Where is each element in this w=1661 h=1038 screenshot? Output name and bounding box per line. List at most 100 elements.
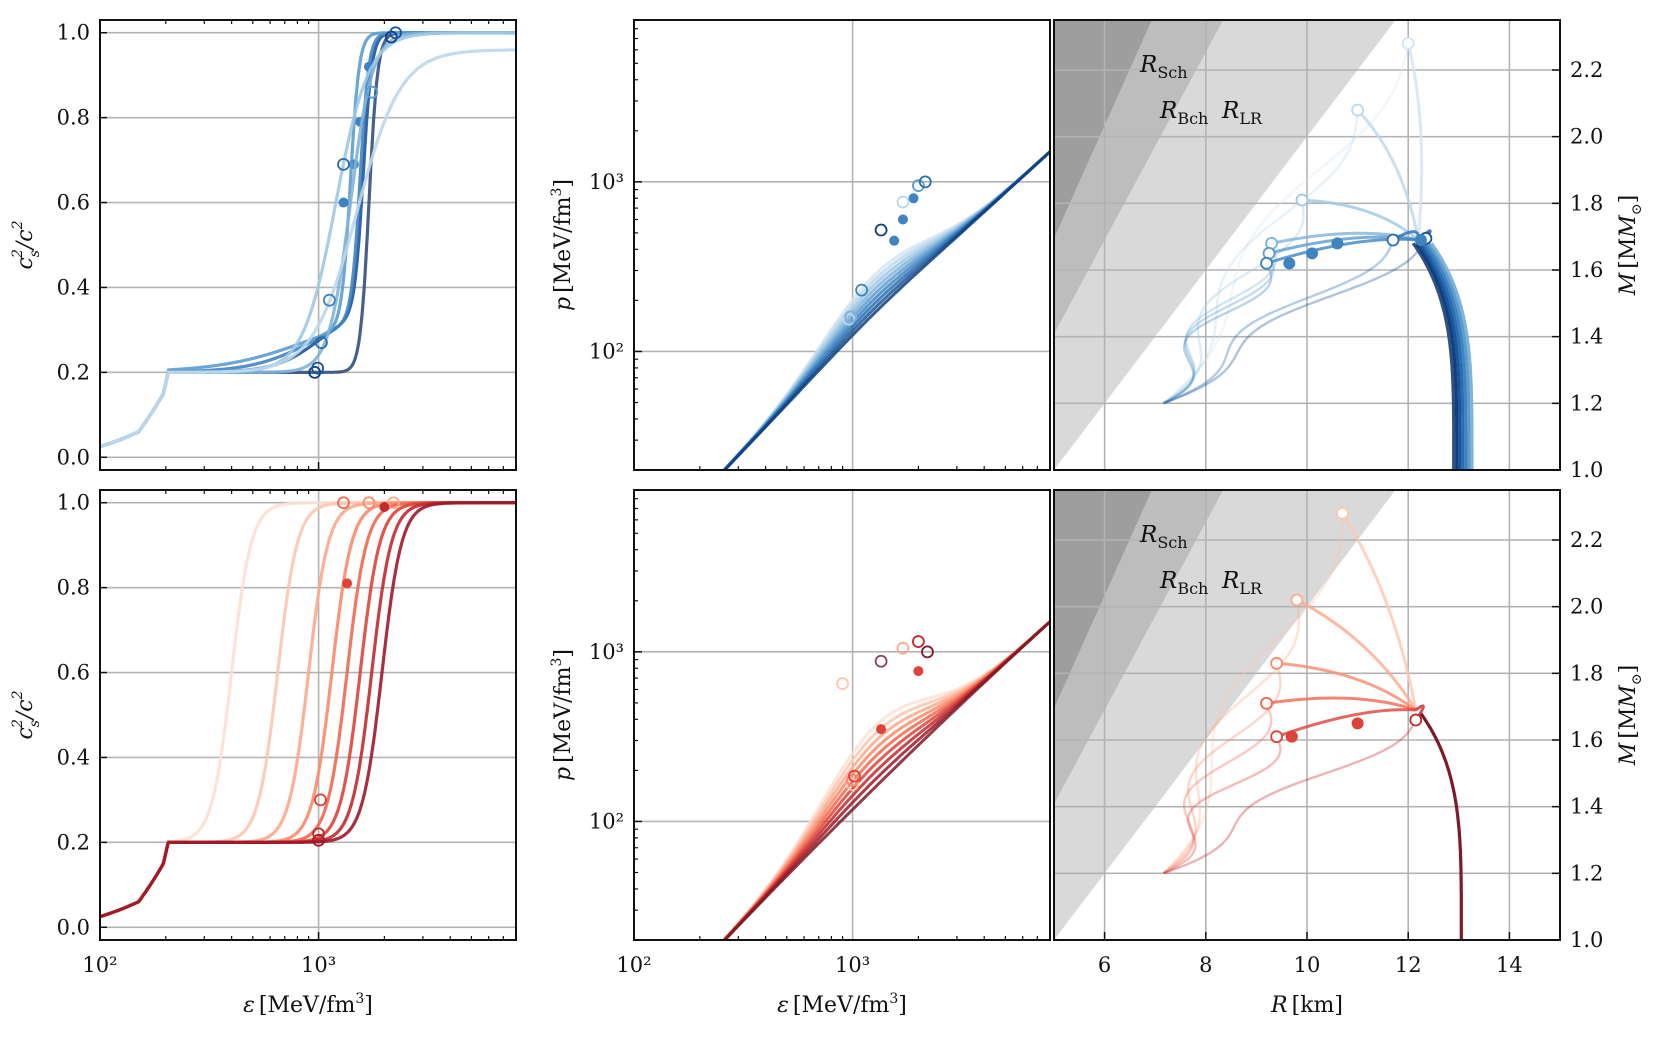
bottom-mr-twin-branch <box>1266 696 1417 712</box>
svg-text:RSch: RSch <box>1139 52 1188 82</box>
top-cs2-plot <box>100 20 516 470</box>
bottom-eos-open-marker <box>836 677 849 690</box>
top-cs2-series-3 <box>100 31 516 449</box>
top-mr-marker <box>1306 247 1319 260</box>
top-mr-main-branch <box>1427 242 1471 470</box>
bottom-mr-ytick-label: 1.0 <box>1570 928 1603 952</box>
top-eos-open-marker <box>911 179 925 193</box>
top-right-annotations: RSch RBch RLR <box>1139 52 1263 128</box>
top-cs2-open-marker <box>322 293 336 307</box>
bottom-mr-unstable-branch <box>1162 736 1282 875</box>
bottom-mr-twin-branch <box>1276 661 1417 712</box>
bottom-right-ylabel: M[MM⊙] <box>1616 665 1645 767</box>
bottom-cs2-series-0 <box>100 501 516 919</box>
top-cs2-open-marker <box>389 26 402 40</box>
top-mr-unstable-branch <box>1162 43 1410 405</box>
bottom-mr-marker <box>1285 730 1298 743</box>
top-left-ylabel: cs2/c2 <box>10 220 43 269</box>
top-eos-open-marker <box>918 175 932 189</box>
bottom-mr-unstable-branch <box>1162 599 1301 875</box>
top-mr-unstable-branch <box>1162 109 1359 405</box>
top-mr-twin-branch <box>1266 237 1419 265</box>
top-mr-ytick-label: 1.4 <box>1570 325 1603 349</box>
bottom-mr-xtick-label: 10 <box>1294 953 1321 977</box>
bottom-mr-unstable-branch <box>1162 702 1273 875</box>
svg-text:p[MeV/fm3]: p[MeV/fm3] <box>549 649 576 781</box>
bottom-eos-series-2 <box>721 620 1050 940</box>
bottom-mr-unstable-branch <box>1162 662 1282 875</box>
top-cs2-open-marker <box>365 85 379 99</box>
top-mr-marker <box>1331 237 1344 250</box>
bottom-eos-open-marker <box>874 654 888 668</box>
top-eos-series-6 <box>722 150 1050 470</box>
bottom-mr-xtick-label: 6 <box>1098 953 1111 977</box>
bottom-eos-series-6 <box>722 620 1050 940</box>
bottom-cs2-marker <box>379 501 390 512</box>
bottom-cs2-series-3 <box>100 501 516 919</box>
bottom-eos-xtick-label: 10³ <box>835 953 870 977</box>
bottom-cs2-xtick-label: 10³ <box>301 953 336 977</box>
bottom-mid-xlabel: ε [MeV/fm3] <box>777 991 907 1018</box>
bottom-cs2-xtick-label: 10² <box>82 953 117 977</box>
svg-text:p[MeV/fm3]: p[MeV/fm3] <box>549 179 576 311</box>
bottom-mr-xtick-label: 12 <box>1395 953 1422 977</box>
top-mr-open-marker <box>1295 193 1309 207</box>
top-mr-open-marker <box>1401 36 1415 50</box>
top-eos-marker <box>889 235 900 246</box>
top-cs2-open-marker <box>314 336 328 350</box>
top-mr-ytick-label: 1.2 <box>1570 391 1603 415</box>
top-cs2-ytick-label: 0.6 <box>57 191 90 215</box>
bottom-eos-plot <box>634 490 1050 940</box>
top-eos-open-marker <box>842 312 856 326</box>
bottom-mr-unstable-branch <box>1163 719 1417 875</box>
bottom-eos-ytick-label: 10³ <box>589 640 624 664</box>
top-mr-unstable-branch <box>1163 237 1427 405</box>
bottom-mid-ylabel: p[MeV/fm3] <box>549 649 576 781</box>
bottom-mr-unstable-branch <box>1162 513 1344 875</box>
bottom-cs2-open-marker <box>314 793 327 807</box>
bottom-eos-series-8 <box>722 620 1050 940</box>
top-right-ylabel: M[MM⊙] <box>1616 195 1645 297</box>
panels: 0.0 0.2 0.4 0.6 0.8 1.0 0.0 0.2 0.4 0.6 0.8 1.0 10² 1… <box>57 19 1603 977</box>
bottom-mr-xtick-label: 8 <box>1199 953 1212 977</box>
bottom-mr-open-marker <box>1290 593 1304 607</box>
bottom-cs2-frame <box>99 489 517 941</box>
bottom-eos-series-7 <box>722 620 1050 940</box>
top-mr-main-branch <box>1430 242 1474 470</box>
top-mr-open-marker <box>1351 103 1364 117</box>
svg-text:cs2/c2: cs2/c2 <box>10 220 43 269</box>
bottom-eos-frame <box>633 489 1051 941</box>
top-mr-frame <box>1053 19 1561 471</box>
bottom-mr-twin-branch <box>1341 512 1418 711</box>
top-cs2-series-1 <box>100 31 516 449</box>
bottom-cs2-ytick-label: 1.0 <box>57 491 90 515</box>
bottom-mr-ytick-label: 2.0 <box>1570 595 1603 619</box>
top-mr-unstable-branch <box>1162 199 1305 405</box>
top-eos-open-marker <box>844 310 858 324</box>
top-cs2-ytick-label: 0.8 <box>57 106 90 130</box>
top-mr-ytick-label: 1.6 <box>1570 258 1603 282</box>
bottom-eos-ytick-label: 10² <box>589 809 624 833</box>
top-mr-region <box>1054 20 1152 470</box>
bottom-mr-ytick-label: 1.4 <box>1570 795 1603 819</box>
bottom-mr-ytick-label: 1.6 <box>1570 728 1603 752</box>
bottom-left-ylabel: cs2/c2 <box>10 690 43 739</box>
bottom-cs2-series-6 <box>100 501 516 919</box>
bottom-mr-ytick-label: 1.8 <box>1570 661 1603 685</box>
top-mr-main-branch <box>1414 242 1459 470</box>
top-eos-series-2 <box>721 150 1050 470</box>
top-cs2-series-5 <box>100 31 516 449</box>
top-mr-main-branch <box>1420 242 1465 470</box>
svg-text:RLR: RLR <box>1221 568 1263 598</box>
bottom-eos-marker <box>913 666 924 677</box>
top-eos-series-0 <box>721 150 1050 470</box>
top-mr-marker <box>1414 234 1427 246</box>
top-mr-unstable-branch <box>1162 262 1273 405</box>
top-mr-twin-branch <box>1356 108 1420 241</box>
bottom-eos-open-marker <box>896 641 910 655</box>
top-eos-series-8 <box>722 150 1050 470</box>
top-mr-ytick-label: 2.0 <box>1570 125 1603 149</box>
top-mr-unstable-branch <box>1162 252 1275 405</box>
top-mr-main-branch <box>1417 242 1462 470</box>
